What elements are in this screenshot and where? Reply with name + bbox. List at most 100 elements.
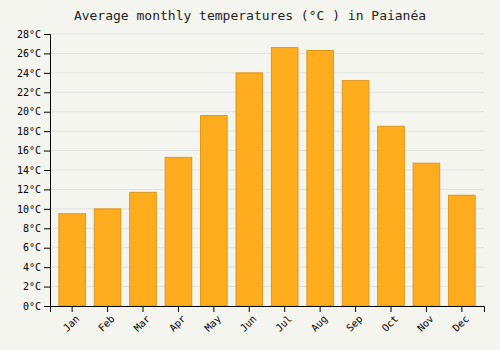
y-tick-label: 16°C <box>17 145 41 156</box>
y-axis: 0°C 2°C 4°C 6°C 8°C 10°C 12°C 14°C 16°C 18°C 20°C 2… <box>17 29 51 312</box>
x-tick: Jan <box>61 306 82 334</box>
y-tick-mark <box>44 53 50 54</box>
grid-line <box>50 131 484 132</box>
chart: Average monthly temperatures (°C ) in Pa… <box>0 0 500 350</box>
y-tick: 12°C <box>17 184 50 195</box>
x-tick-label: Oct <box>380 313 401 334</box>
y-tick-mark <box>44 306 50 307</box>
x-tick: Oct <box>380 306 401 334</box>
bars <box>59 48 475 306</box>
grid-line <box>50 53 484 54</box>
y-tick-mark <box>44 248 50 249</box>
bar <box>59 214 86 306</box>
bar <box>165 157 192 306</box>
y-tick-label: 10°C <box>17 204 41 215</box>
x-tick-mark <box>426 306 427 312</box>
y-tick: 4°C <box>23 262 50 273</box>
y-tick-label: 18°C <box>17 126 41 137</box>
y-tick-label: 12°C <box>17 184 41 195</box>
x-tick-mark <box>249 306 250 312</box>
y-tick-label: 4°C <box>23 262 41 273</box>
y-tick: 18°C <box>17 126 50 137</box>
grid-line <box>50 150 484 151</box>
x-tick-label: Mar <box>132 313 153 334</box>
y-tick-mark <box>44 170 50 171</box>
y-tick-label: 2°C <box>23 281 41 292</box>
x-tick-mark <box>284 306 285 312</box>
bar <box>378 126 405 306</box>
y-axis-line <box>44 35 51 307</box>
x-axis: Jan Feb Mar Apr May Jun Jul Aug Sep Oct Nov Dec <box>51 306 485 334</box>
y-tick-mark <box>44 73 50 74</box>
y-tick-mark <box>44 267 50 268</box>
bar <box>449 195 476 306</box>
y-tick-mark <box>44 228 50 229</box>
x-tick-label: Jun <box>238 313 259 334</box>
grid-line <box>50 92 484 93</box>
x-tick-label: Jul <box>273 313 294 334</box>
bar <box>271 48 298 306</box>
y-tick: 28°C <box>17 29 50 40</box>
x-tick: Nov <box>415 306 436 334</box>
x-tick-mark <box>461 306 462 312</box>
grid <box>50 34 484 306</box>
y-tick: 24°C <box>17 68 50 79</box>
y-tick-mark <box>44 131 50 132</box>
x-tick: Sep <box>344 306 365 334</box>
y-tick-label: 28°C <box>17 29 41 40</box>
x-axis-line <box>51 307 485 313</box>
x-tick-mark <box>355 306 356 312</box>
y-tick: 20°C <box>17 106 50 117</box>
x-tick-label: Nov <box>415 313 436 334</box>
y-tick-mark <box>44 34 50 35</box>
y-tick-label: 22°C <box>17 87 41 98</box>
grid-line <box>50 72 484 73</box>
bar <box>201 116 228 306</box>
y-tick-label: 20°C <box>17 106 41 117</box>
x-tick-label: Feb <box>96 313 117 334</box>
x-tick-mark <box>320 306 321 312</box>
grid-line <box>50 34 484 35</box>
x-tick: Dec <box>450 306 471 334</box>
x-tick: Mar <box>132 306 153 334</box>
x-tick-mark <box>178 306 179 312</box>
x-tick: May <box>202 306 223 334</box>
y-tick-mark <box>44 92 50 93</box>
plot: 0°C 2°C 4°C 6°C 8°C 10°C 12°C 14°C 16°C 18°C 20°C 2… <box>17 29 485 334</box>
y-tick-label: 6°C <box>23 242 41 253</box>
title: Average monthly temperatures (°C ) in Pa… <box>74 8 426 23</box>
x-tick-mark <box>391 306 392 312</box>
x-tick-label: Sep <box>344 313 365 334</box>
y-tick: 6°C <box>23 242 50 253</box>
y-tick-mark <box>44 112 50 113</box>
y-tick: 2°C <box>23 281 50 292</box>
x-tick: Apr <box>167 306 188 334</box>
y-tick-mark <box>44 209 50 210</box>
bar <box>307 51 334 306</box>
x-tick-mark <box>143 306 144 312</box>
y-tick-label: 8°C <box>23 223 41 234</box>
x-tick: Jun <box>238 306 259 334</box>
y-tick: 8°C <box>23 223 50 234</box>
x-tick-mark <box>72 306 73 312</box>
x-tick-mark <box>213 306 214 312</box>
x-tick: Feb <box>96 306 117 334</box>
y-tick: 10°C <box>17 204 50 215</box>
bar <box>130 192 157 306</box>
bar <box>236 73 263 306</box>
y-tick: 14°C <box>17 165 50 176</box>
y-tick-label: 14°C <box>17 165 41 176</box>
grid-line <box>50 111 484 112</box>
y-tick-label: 24°C <box>17 68 41 79</box>
bar <box>94 209 121 306</box>
y-tick-label: 26°C <box>17 48 41 59</box>
bar <box>413 163 440 306</box>
x-tick-label: Dec <box>450 313 471 334</box>
y-tick: 16°C <box>17 145 50 156</box>
y-tick: 22°C <box>17 87 50 98</box>
y-tick: 26°C <box>17 48 50 59</box>
bar <box>342 81 369 306</box>
y-tick-label: 0°C <box>23 301 41 312</box>
x-tick: Aug <box>309 306 330 334</box>
x-tick-label: Jan <box>61 313 82 334</box>
